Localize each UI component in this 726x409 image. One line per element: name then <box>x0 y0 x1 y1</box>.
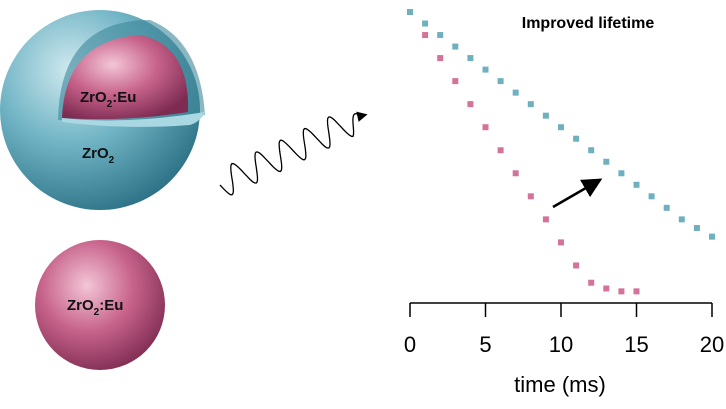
data-point <box>633 181 640 188</box>
data-point <box>693 225 700 231</box>
data-point <box>709 233 715 240</box>
data-point <box>497 78 504 85</box>
core-shell-particle: ZrO2:Eu ZrO2 <box>0 10 205 210</box>
x-tick-label: 15 <box>624 332 648 357</box>
data-point <box>558 239 564 246</box>
data-point <box>527 193 534 200</box>
data-point <box>437 32 444 39</box>
data-point <box>512 89 519 96</box>
data-point <box>452 78 459 85</box>
x-tick-label: 0 <box>404 332 416 357</box>
data-point <box>527 101 534 108</box>
excitation-wave <box>219 111 368 196</box>
bare-particle: ZrO2:Eu <box>35 240 165 370</box>
data-point <box>573 262 580 269</box>
core-label: ZrO2:Eu <box>80 89 136 110</box>
data-point <box>618 288 625 295</box>
data-point <box>452 43 459 50</box>
data-point <box>422 32 429 39</box>
data-point <box>542 112 549 119</box>
data-point <box>618 170 625 177</box>
data-point <box>588 279 595 286</box>
data-point <box>678 216 685 223</box>
data-point <box>603 285 610 292</box>
data-point <box>497 147 504 154</box>
x-tick-label: 10 <box>549 332 573 357</box>
data-point <box>407 9 413 15</box>
data-point <box>467 55 474 62</box>
chart-title: Improved lifetime <box>522 15 655 32</box>
data-point <box>437 55 444 62</box>
data-point <box>588 147 595 154</box>
data-point <box>648 193 655 200</box>
improvement-arrow <box>552 178 603 209</box>
data-point <box>482 66 489 73</box>
data-point <box>467 101 474 108</box>
data-point <box>422 20 429 27</box>
data-point <box>558 124 564 131</box>
data-point <box>482 124 489 131</box>
data-point <box>512 170 519 177</box>
data-point <box>603 158 610 165</box>
data-point <box>542 216 549 223</box>
shell-label: ZrO2 <box>82 145 115 166</box>
data-point <box>573 135 580 142</box>
bare-label: ZrO2:Eu <box>67 297 123 318</box>
x-tick-label: 5 <box>479 332 491 357</box>
x-axis-label: time (ms) <box>514 372 606 397</box>
data-point <box>633 288 640 295</box>
data-point <box>663 204 670 211</box>
x-tick-label: 20 <box>700 332 724 357</box>
